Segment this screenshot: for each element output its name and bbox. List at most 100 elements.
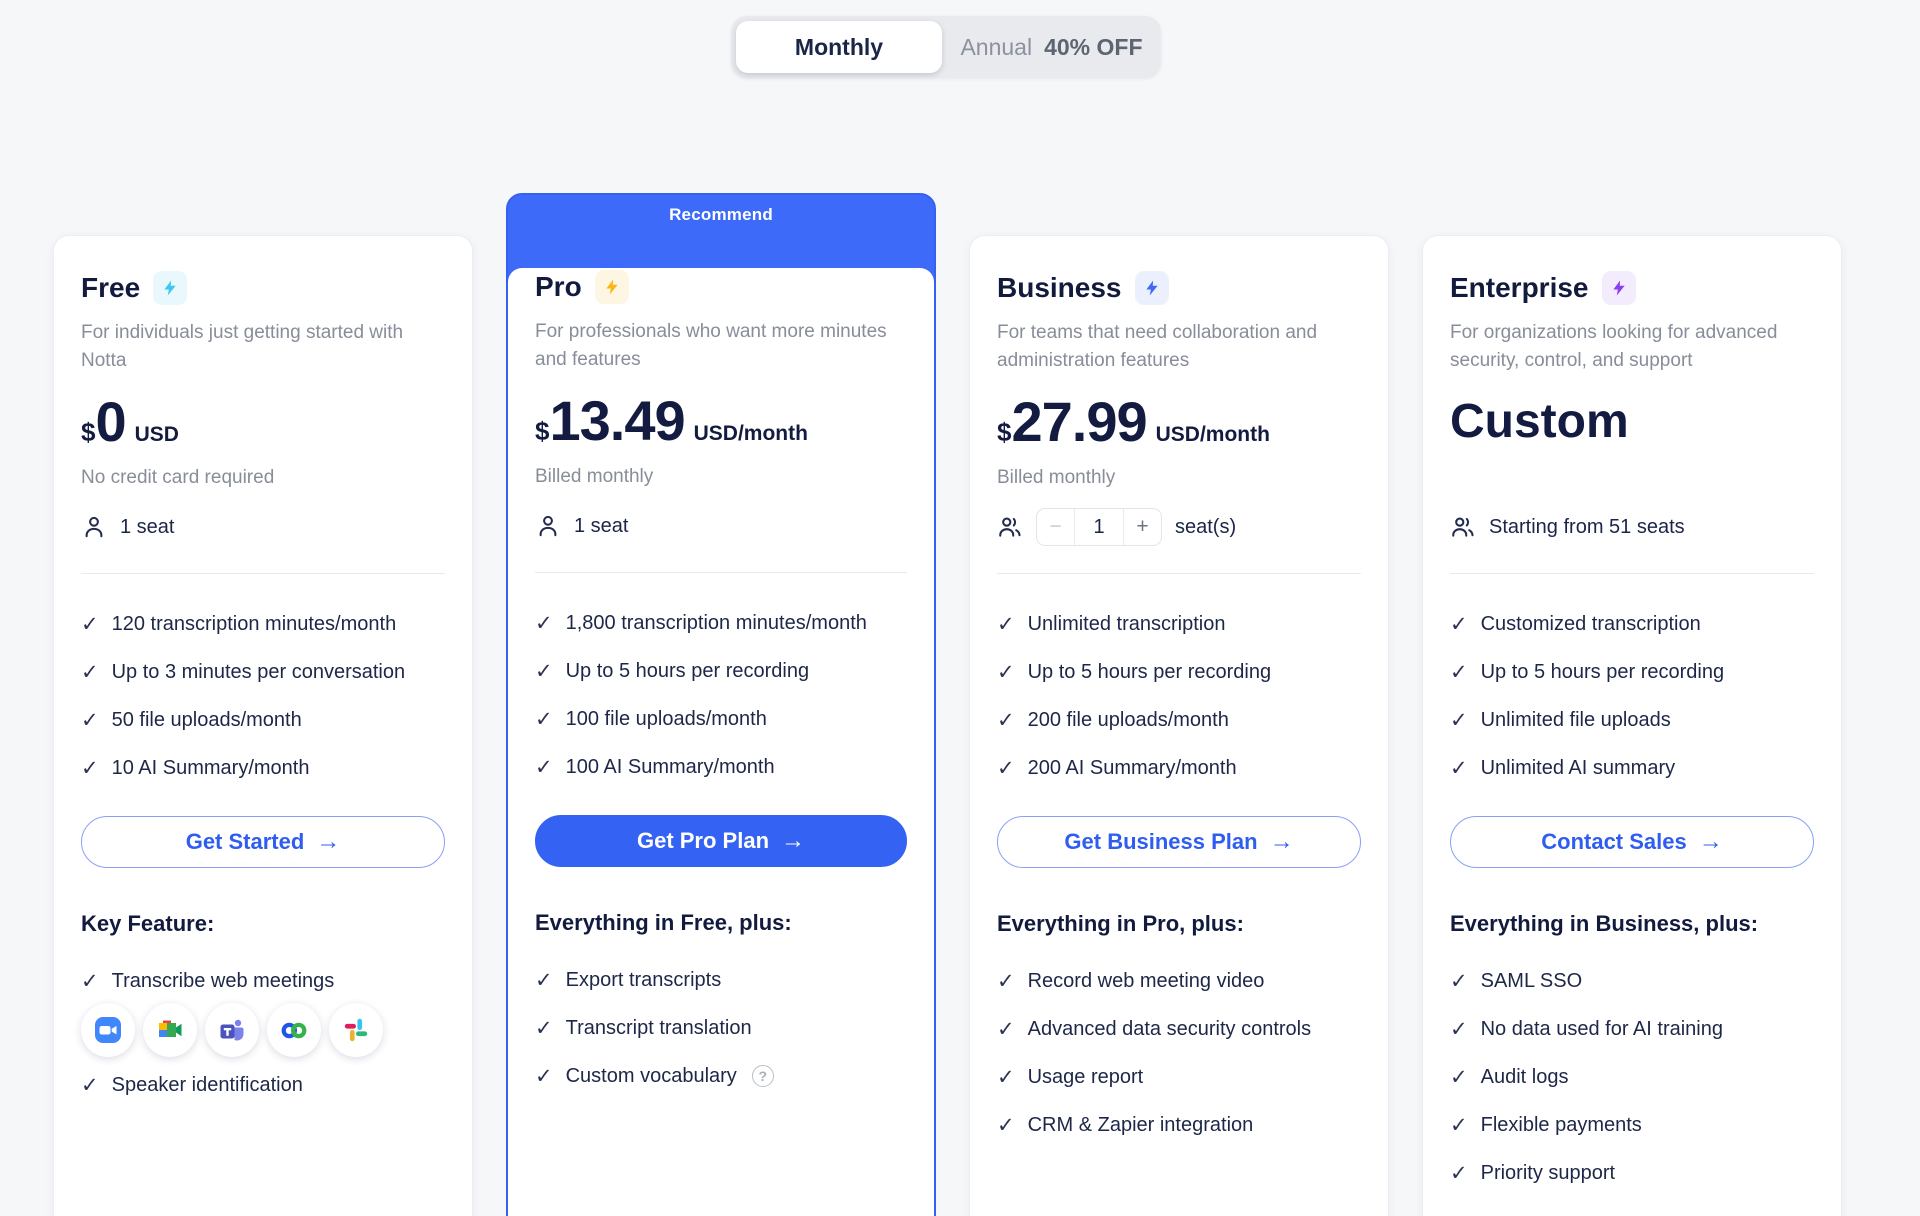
feature-text: 100 AI Summary/month bbox=[565, 755, 775, 778]
feature-list: ✓ 1,800 transcription minutes/month ✓ Up t… bbox=[535, 609, 907, 781]
seat-row: − 1 + seat(s) bbox=[997, 507, 1361, 547]
extra-text: Flexible payments bbox=[1480, 1113, 1642, 1136]
check-icon: ✓ bbox=[997, 708, 1015, 732]
extra-text: Advanced data security controls bbox=[1027, 1017, 1312, 1040]
people-icon bbox=[1452, 517, 1474, 537]
extra-item: ✓ Priority support bbox=[1450, 1159, 1814, 1187]
extras-list: ✓ Transcribe web meetings bbox=[81, 967, 445, 995]
feature-item: ✓ Up to 5 hours per recording bbox=[1450, 658, 1814, 686]
discount-badge: 40% OFF bbox=[1044, 33, 1143, 60]
get-pro-plan-button[interactable]: Get Pro Plan → bbox=[535, 815, 907, 867]
feature-text: 100 file uploads/month bbox=[565, 707, 767, 730]
extra-text: SAML SSO bbox=[1480, 969, 1583, 992]
feature-text: Up to 5 hours per recording bbox=[1027, 660, 1272, 683]
check-icon: ✓ bbox=[81, 660, 99, 684]
extra-item: ✓ Export transcripts bbox=[535, 966, 907, 994]
price: $ 27.99 USD/month bbox=[997, 391, 1361, 453]
feature-text: Unlimited AI summary bbox=[1480, 756, 1676, 779]
extra-text: Transcribe web meetings bbox=[111, 969, 335, 992]
feature-text: Unlimited transcription bbox=[1027, 612, 1226, 635]
check-icon: ✓ bbox=[1450, 1017, 1468, 1041]
increase-seats-button[interactable]: + bbox=[1136, 515, 1149, 538]
extra-item: ✓ Transcribe web meetings bbox=[81, 967, 445, 995]
plan-description: For organizations looking for advanced s… bbox=[1450, 322, 1778, 371]
plan-description: For individuals just getting started wit… bbox=[81, 322, 404, 371]
plan-description: For professionals who want more minutes … bbox=[535, 321, 887, 370]
help-icon[interactable]: ? bbox=[751, 1065, 774, 1087]
price-amount: 27.99 bbox=[1011, 390, 1147, 453]
feature-text: Up to 5 hours per recording bbox=[565, 659, 810, 682]
feature-text: 1,800 transcription minutes/month bbox=[565, 611, 867, 634]
check-icon: ✓ bbox=[1450, 612, 1468, 636]
extra-item: ✓ Flexible payments bbox=[1450, 1111, 1814, 1139]
price-period: USD bbox=[134, 423, 179, 446]
check-icon: ✓ bbox=[997, 660, 1015, 684]
feature-text: Up to 3 minutes per conversation bbox=[111, 660, 406, 683]
feature-text: 50 file uploads/month bbox=[111, 708, 302, 731]
extra-text: Speaker identification bbox=[111, 1073, 303, 1096]
cta-label: Contact Sales bbox=[1541, 829, 1687, 854]
feature-text: 200 AI Summary/month bbox=[1027, 756, 1237, 779]
lightning-icon bbox=[1601, 271, 1636, 305]
feature-item: ✓ 1,800 transcription minutes/month bbox=[535, 609, 907, 637]
seat-stepper: − 1 + bbox=[1036, 508, 1162, 546]
plan-card-pro-body: Pro For professionals who want more minu… bbox=[508, 268, 934, 1216]
plan-card-business: Business For teams that need collaborati… bbox=[969, 235, 1389, 1216]
arrow-right-icon: → bbox=[781, 827, 806, 854]
feature-list: ✓ 120 transcription minutes/month ✓ Up to … bbox=[81, 610, 445, 782]
feature-item: ✓ Unlimited transcription bbox=[997, 610, 1361, 638]
feature-item: ✓ 200 file uploads/month bbox=[997, 706, 1361, 734]
toggle-option-annual[interactable]: Annual 40% OFF bbox=[942, 21, 1161, 73]
plan-name: Pro bbox=[535, 271, 582, 302]
slack-icon bbox=[329, 1003, 383, 1057]
arrow-right-icon: → bbox=[1698, 828, 1723, 855]
seat-row: 1 seat bbox=[535, 506, 907, 546]
person-icon bbox=[539, 515, 557, 537]
plan-title-free: Free bbox=[81, 269, 445, 307]
divider bbox=[535, 572, 907, 573]
meeting-app-icons bbox=[81, 1001, 445, 1059]
people-icon bbox=[999, 517, 1021, 537]
price-note: No credit card required bbox=[81, 467, 275, 488]
check-icon: ✓ bbox=[81, 969, 99, 993]
monthly-label: Monthly bbox=[794, 33, 884, 60]
currency-symbol: $ bbox=[997, 417, 1012, 447]
check-icon: ✓ bbox=[997, 969, 1015, 993]
check-icon: ✓ bbox=[535, 968, 553, 992]
price-note bbox=[1450, 467, 1814, 491]
webex-icon bbox=[267, 1003, 321, 1057]
feature-text: Unlimited file uploads bbox=[1480, 708, 1671, 731]
extra-item: ✓ SAML SSO bbox=[1450, 967, 1814, 995]
lightning-icon bbox=[1134, 271, 1169, 305]
plan-description: For teams that need collaboration and ad… bbox=[997, 322, 1318, 371]
cta-label: Get Pro Plan bbox=[636, 828, 770, 853]
get-business-plan-button[interactable]: Get Business Plan → bbox=[997, 816, 1361, 868]
plan-name: Enterprise bbox=[1450, 272, 1589, 303]
check-icon: ✓ bbox=[535, 611, 553, 635]
decrease-seats-button[interactable]: − bbox=[1049, 515, 1062, 538]
check-icon: ✓ bbox=[1450, 1065, 1468, 1089]
feature-item: ✓ 50 file uploads/month bbox=[81, 706, 445, 734]
extra-item: ✓ Advanced data security controls bbox=[997, 1015, 1361, 1043]
check-icon: ✓ bbox=[1450, 969, 1468, 993]
extra-text: Custom vocabulary bbox=[565, 1064, 737, 1087]
price-amount: Custom bbox=[1450, 395, 1629, 448]
extra-text: No data used for AI training bbox=[1480, 1017, 1723, 1040]
toggle-option-monthly[interactable]: Monthly bbox=[736, 21, 942, 73]
cta-label: Get Business Plan bbox=[1064, 829, 1258, 854]
currency-symbol: $ bbox=[535, 416, 550, 446]
feature-item: ✓ Unlimited file uploads bbox=[1450, 706, 1814, 734]
plan-card-enterprise: Enterprise For organizations looking for… bbox=[1422, 235, 1842, 1216]
plan-title-enterprise: Enterprise bbox=[1450, 269, 1814, 307]
extra-text: Usage report bbox=[1027, 1065, 1144, 1088]
extra-item: ✓ CRM & Zapier integration bbox=[997, 1111, 1361, 1139]
contact-sales-button[interactable]: Contact Sales → bbox=[1450, 816, 1814, 868]
seat-count-label: 1 seat bbox=[120, 515, 175, 538]
feature-item: ✓ Up to 5 hours per recording bbox=[535, 657, 907, 685]
check-icon: ✓ bbox=[1450, 1161, 1468, 1185]
extra-text: Export transcripts bbox=[565, 968, 722, 991]
get-started-button[interactable]: Get Started → bbox=[81, 816, 445, 868]
divider bbox=[1450, 573, 1814, 574]
arrow-right-icon: → bbox=[1269, 828, 1294, 855]
currency-symbol: $ bbox=[81, 417, 96, 447]
